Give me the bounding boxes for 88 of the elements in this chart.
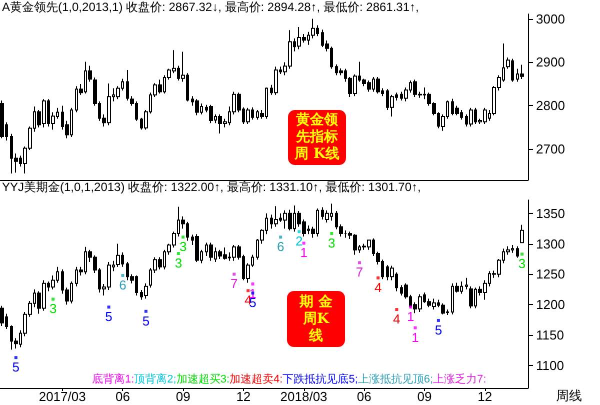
point: [246, 289, 250, 292]
y-tick-label: 1350: [536, 206, 565, 221]
point: [298, 230, 301, 234]
y-tick-label: 2700: [536, 142, 565, 157]
candlestick: [116, 243, 120, 268]
candlestick: [465, 277, 468, 290]
annotation: 5: [105, 309, 112, 324]
x-tick-label: 09: [176, 389, 190, 404]
text: 加速超买3:: [176, 372, 230, 386]
text: 上涨乏力7:: [433, 372, 486, 386]
annotation: 7: [230, 276, 238, 292]
point: [176, 252, 180, 256]
text: 周线: [556, 387, 582, 405]
candlestick: [516, 246, 519, 258]
x-tick-label: 06: [115, 389, 130, 404]
annotation: 3: [174, 256, 182, 271]
point: [436, 318, 440, 322]
text: 顶背离2;: [134, 372, 176, 386]
annotation: 2: [296, 234, 303, 249]
point: [395, 308, 398, 312]
candlestick: [469, 286, 473, 309]
point: [232, 272, 236, 276]
annotation: 7: [356, 264, 364, 280]
annotation: 6: [276, 239, 284, 254]
y-tick-label: 1150: [536, 328, 564, 343]
point: [107, 306, 110, 309]
point: [409, 306, 412, 309]
candlestick: [520, 64, 524, 80]
x-tick-label: 2017/03: [38, 389, 86, 404]
text: 加速超卖4:: [230, 372, 283, 386]
x-tick-label: 09: [417, 389, 432, 404]
annotation: 5: [434, 322, 442, 338]
x-tick-label: 06: [356, 389, 372, 404]
candlestick: [0, 100, 4, 139]
point: [358, 261, 362, 264]
annotation: 4: [374, 280, 382, 295]
text: 底背离1:: [92, 372, 134, 386]
annotation: 黄金领先指标周 K线: [291, 112, 343, 163]
annotation: 5: [12, 360, 20, 375]
point: [330, 232, 334, 235]
y-tick-label: 1100: [536, 358, 564, 373]
y-tick-label: 1250: [536, 266, 565, 282]
candlestick: [376, 76, 380, 94]
candlestick: [274, 206, 278, 228]
annotation: 1: [406, 309, 414, 324]
annotation: 期 金周K线: [298, 294, 334, 344]
annotation: 5: [142, 313, 150, 328]
y-tick-label: 3000: [536, 11, 565, 26]
annotation: 4: [393, 312, 400, 327]
candlestick: [0, 305, 4, 326]
annotation: 3: [328, 235, 336, 250]
y-tick-label: 1200: [536, 297, 565, 312]
y-tick-label: 2800: [536, 98, 565, 114]
point: [251, 282, 254, 286]
point: [144, 310, 148, 313]
point: [121, 274, 124, 277]
x-tick-label: 12: [478, 389, 492, 404]
candlestick: [195, 234, 199, 263]
candlestick: [144, 282, 148, 300]
chart-title: A黄金领先(1,0,2013,1) 收盘价: 2867.32↓, 最高价: 2894.28↑, 最低价: 2861.31↑,: [2, 0, 419, 14]
chart-title: YYJ美期金(1,0,1,2013) 收盘价: 1322.00↑, 最高价: 1331.10↑, 最低价: 1301.70↑,: [2, 180, 421, 194]
x-tick-label: 12: [236, 389, 251, 404]
annotation: 6: [119, 277, 126, 292]
candlestick: [441, 302, 445, 315]
point: [14, 356, 18, 360]
candlestick: [469, 107, 473, 128]
point: [520, 252, 524, 256]
point: [279, 236, 282, 239]
annotation: 3: [518, 256, 526, 272]
annotation: 1: [300, 245, 308, 260]
y-tick-label: 1300: [536, 236, 565, 252]
text: 下跌抵抗见底5;: [282, 372, 358, 386]
point: [414, 326, 417, 330]
candlestick: [209, 104, 213, 124]
x-tick-label: 2018/03: [280, 389, 328, 404]
point: [376, 276, 380, 280]
candlestick: [195, 98, 199, 116]
annotation: 1: [412, 330, 419, 345]
candlestick: [520, 224, 524, 244]
candlestick: [274, 66, 278, 96]
annotation: 3: [49, 301, 57, 316]
point: [182, 236, 185, 239]
y-tick-label: 2900: [536, 54, 565, 70]
text: 上涨抵抗见顶6;: [358, 372, 434, 386]
candlestick: [209, 242, 213, 262]
candlestick: [246, 107, 250, 124]
annotation: 3: [179, 239, 187, 254]
point: [52, 298, 55, 301]
